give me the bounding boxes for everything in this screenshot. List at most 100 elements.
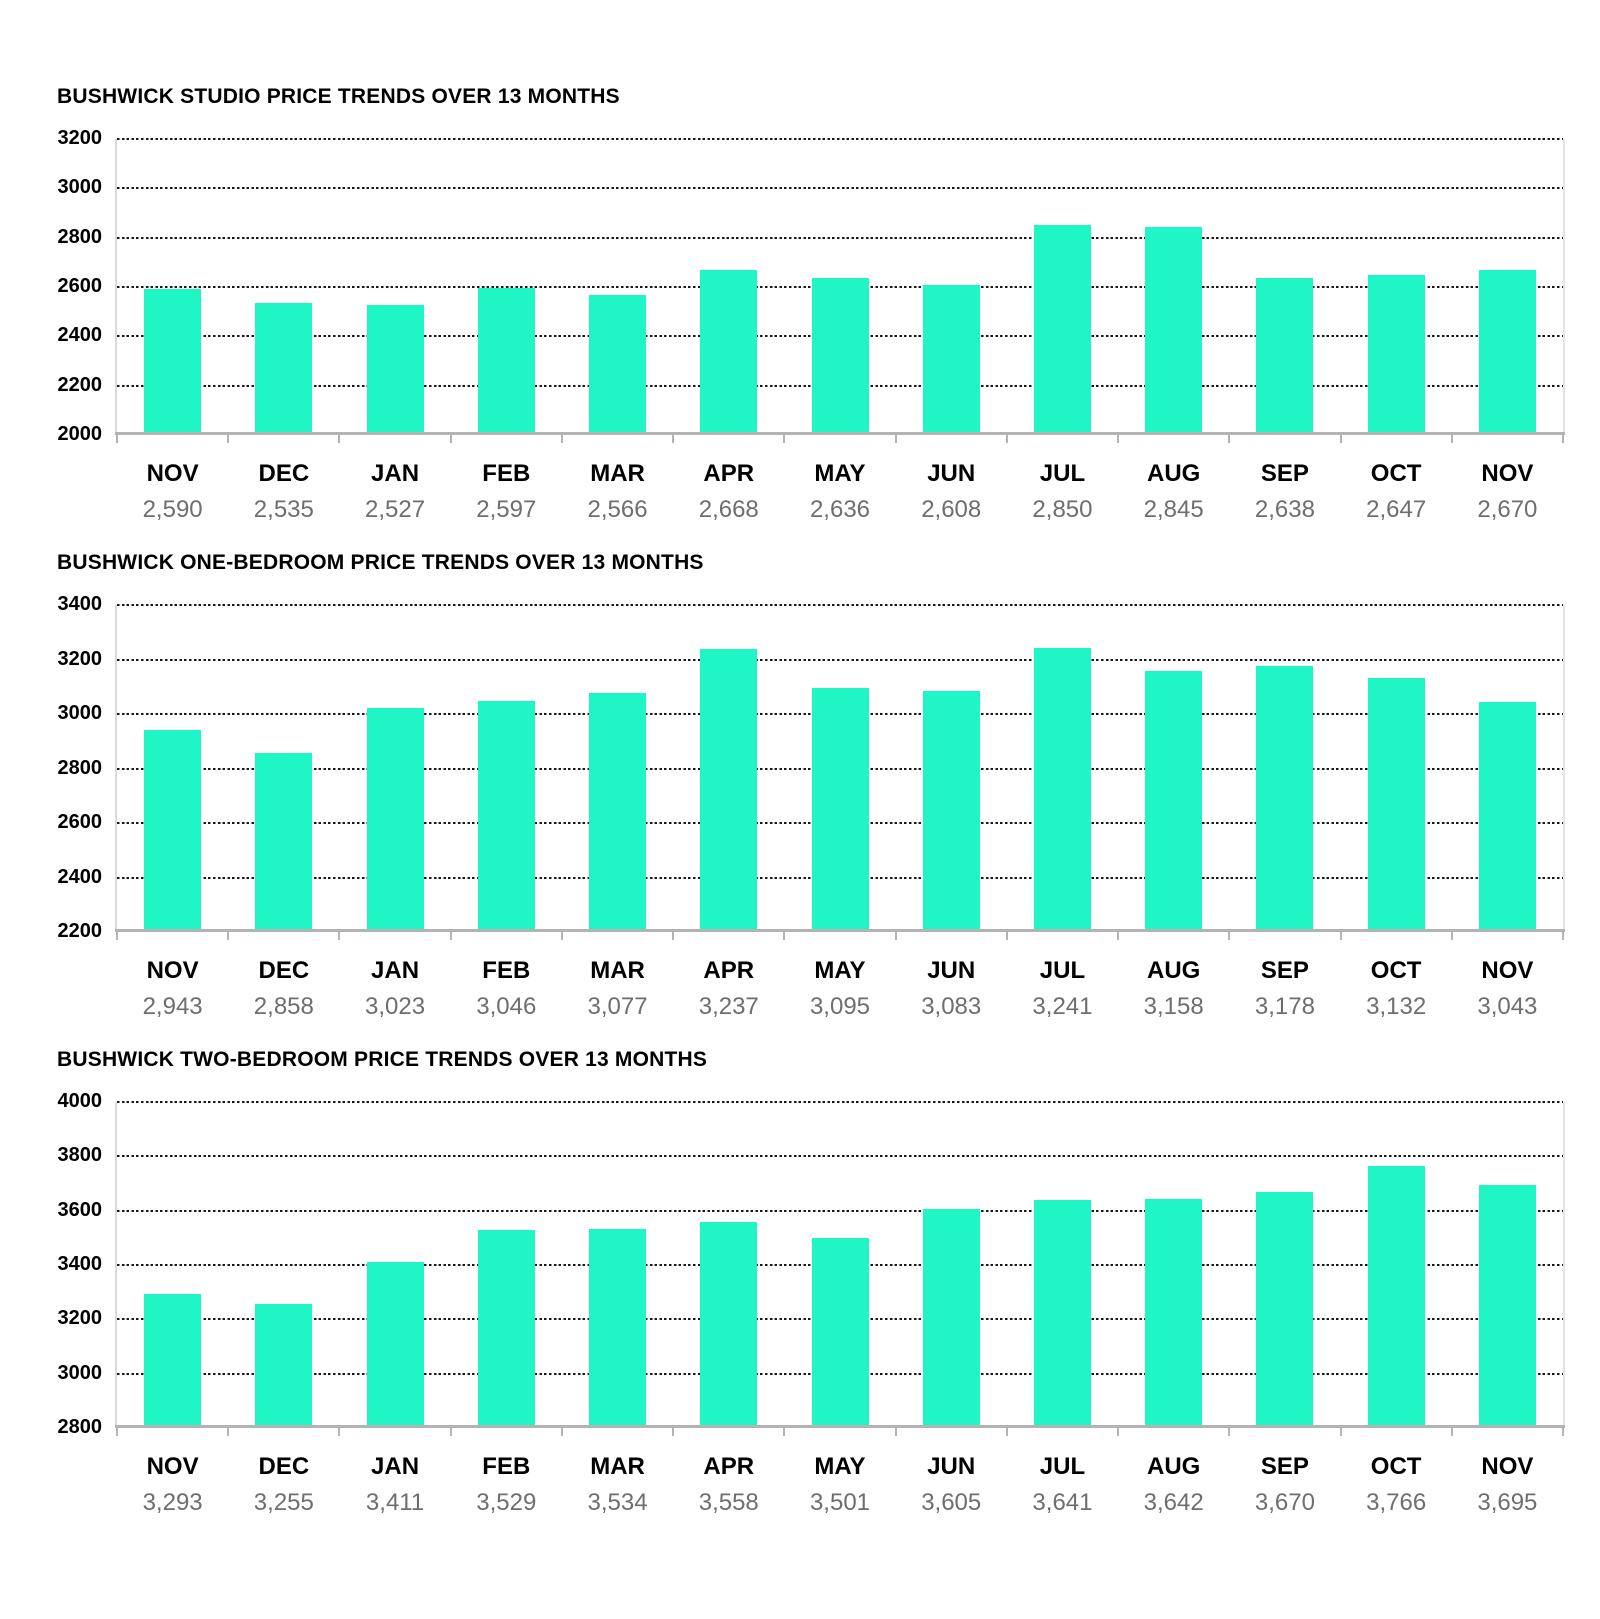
- value-label: 2,670: [1477, 496, 1538, 523]
- value-label: 3,641: [1032, 1489, 1093, 1516]
- bar: [1145, 670, 1203, 932]
- y-axis-tick-label: 3400: [57, 1253, 103, 1276]
- x-axis-line: [115, 432, 1565, 435]
- chart-title: BUSHWICK ONE-BEDROOM PRICE TRENDS OVER 1…: [57, 551, 704, 574]
- x-label-cell: JUL 3,641: [1007, 1428, 1118, 1517]
- value-label: 2,590: [142, 496, 203, 523]
- bar: [255, 303, 313, 435]
- gridline: [117, 187, 1563, 190]
- x-axis-tick: [1339, 435, 1342, 443]
- month-label: JUL: [1039, 460, 1086, 487]
- y-axis-tick-label: 3000: [57, 176, 103, 199]
- x-axis-tick: [116, 1428, 118, 1436]
- studio-price-trends-chart: BUSHWICK STUDIO PRICE TRENDS OVER 13 MON…: [0, 84, 1600, 530]
- month-label: MAR: [590, 460, 645, 487]
- x-axis-tick: [783, 435, 786, 443]
- month-label: NOV: [146, 957, 199, 984]
- x-label-cell: JUN 2,608: [896, 435, 1007, 524]
- x-axis-tick: [1117, 435, 1120, 443]
- x-label-cell: DEC 2,858: [228, 932, 339, 1021]
- two-bedroom-price-trends-chart: BUSHWICK TWO-BEDROOM PRICE TRENDS OVER 1…: [0, 1047, 1600, 1523]
- x-axis-tick: [783, 1428, 786, 1436]
- month-label: DEC: [258, 957, 310, 984]
- x-axis-tick: [116, 932, 118, 940]
- x-axis-tick: [560, 1428, 563, 1436]
- gridline: [117, 236, 1563, 239]
- value-label: 3,158: [1143, 993, 1204, 1020]
- x-axis-tick: [560, 435, 563, 443]
- y-axis-tick-label: 3000: [57, 702, 103, 725]
- bar: [255, 752, 313, 932]
- x-label-cell: JAN 3,023: [339, 932, 450, 1021]
- plot-area: 2200 2400 2600 2800 3000 3200 3400: [58, 593, 1565, 942]
- bar: [589, 693, 647, 932]
- x-label-cell: JUN 3,605: [896, 1428, 1007, 1517]
- x-axis-tick: [449, 435, 452, 443]
- bar: [811, 688, 869, 932]
- x-axis-tick: [1562, 1428, 1564, 1436]
- month-label: FEB: [482, 1453, 531, 1480]
- x-axis-tick: [783, 932, 786, 940]
- x-axis-tick: [672, 435, 675, 443]
- value-label: 2,636: [809, 496, 871, 523]
- bar: [1478, 702, 1536, 932]
- month-label: JUL: [1039, 957, 1086, 984]
- month-label: NOV: [1481, 957, 1534, 984]
- value-label: 3,529: [476, 1489, 537, 1516]
- bar: [366, 305, 424, 435]
- x-label-cell: NOV 2,590: [117, 435, 228, 524]
- x-axis-line: [115, 929, 1565, 932]
- x-label-cell: MAR 2,566: [562, 435, 673, 524]
- month-label: AUG: [1147, 460, 1201, 487]
- y-axis-tick-label: 2400: [57, 324, 103, 347]
- x-axis-tick: [672, 1428, 675, 1436]
- x-axis-tick: [1228, 932, 1231, 940]
- month-label: SEP: [1260, 957, 1309, 984]
- y-axis-tick-label: 4000: [57, 1090, 103, 1113]
- x-axis-tick: [1339, 1428, 1342, 1436]
- bar: [1256, 665, 1314, 932]
- value-label: 2,647: [1366, 496, 1427, 523]
- month-label: APR: [703, 957, 755, 984]
- x-label-cell: MAR 3,534: [562, 1428, 673, 1517]
- value-label: 2,597: [476, 496, 537, 523]
- y-axis-tick-label: 3600: [57, 1198, 103, 1221]
- bar: [922, 691, 980, 932]
- month-label: SEP: [1260, 1453, 1309, 1480]
- y-axis-tick-label: 2600: [57, 811, 103, 834]
- month-label: OCT: [1370, 957, 1422, 984]
- month-label: DEC: [258, 460, 310, 487]
- x-axis-labels: NOV 2,590 DEC 2,535 JAN 2,527 FEB 2,597 MAR 2,566…: [117, 435, 1563, 530]
- bar: [811, 1237, 869, 1428]
- month-label: JAN: [371, 957, 420, 984]
- value-label: 3,558: [698, 1489, 759, 1516]
- bar: [700, 649, 758, 932]
- bar: [700, 270, 758, 435]
- y-axis-tick-label: 2200: [57, 373, 103, 396]
- x-axis-tick: [894, 435, 897, 443]
- month-label: APR: [703, 1453, 755, 1480]
- plot-area: 2800 3000 3200 3400 3600 3800 4000: [58, 1090, 1565, 1438]
- y-axis-tick-label: 2800: [57, 225, 103, 248]
- x-axis-tick: [1005, 932, 1008, 940]
- x-label-cell: FEB 3,529: [451, 1428, 562, 1517]
- bar: [1033, 1199, 1091, 1428]
- y-axis-tick-label: 3800: [57, 1144, 103, 1167]
- value-label: 2,668: [698, 496, 759, 523]
- x-label-cell: NOV 3,293: [117, 1428, 228, 1517]
- month-label: NOV: [146, 1453, 199, 1480]
- month-label: NOV: [1481, 460, 1534, 487]
- x-axis-tick: [227, 1428, 230, 1436]
- x-axis-tick: [894, 1428, 897, 1436]
- month-label: DEC: [258, 1453, 310, 1480]
- y-axis-tick-label: 3400: [57, 593, 103, 616]
- value-label: 3,237: [698, 993, 759, 1020]
- x-label-cell: SEP 3,670: [1229, 1428, 1340, 1517]
- bar: [1033, 648, 1091, 932]
- x-label-cell: JUN 3,083: [896, 932, 1007, 1021]
- y-axis-tick-label: 2800: [57, 756, 103, 779]
- x-axis-tick: [1117, 932, 1120, 940]
- value-label: 3,411: [365, 1489, 425, 1516]
- x-axis-tick: [449, 1428, 452, 1436]
- x-label-cell: AUG 2,845: [1118, 435, 1229, 524]
